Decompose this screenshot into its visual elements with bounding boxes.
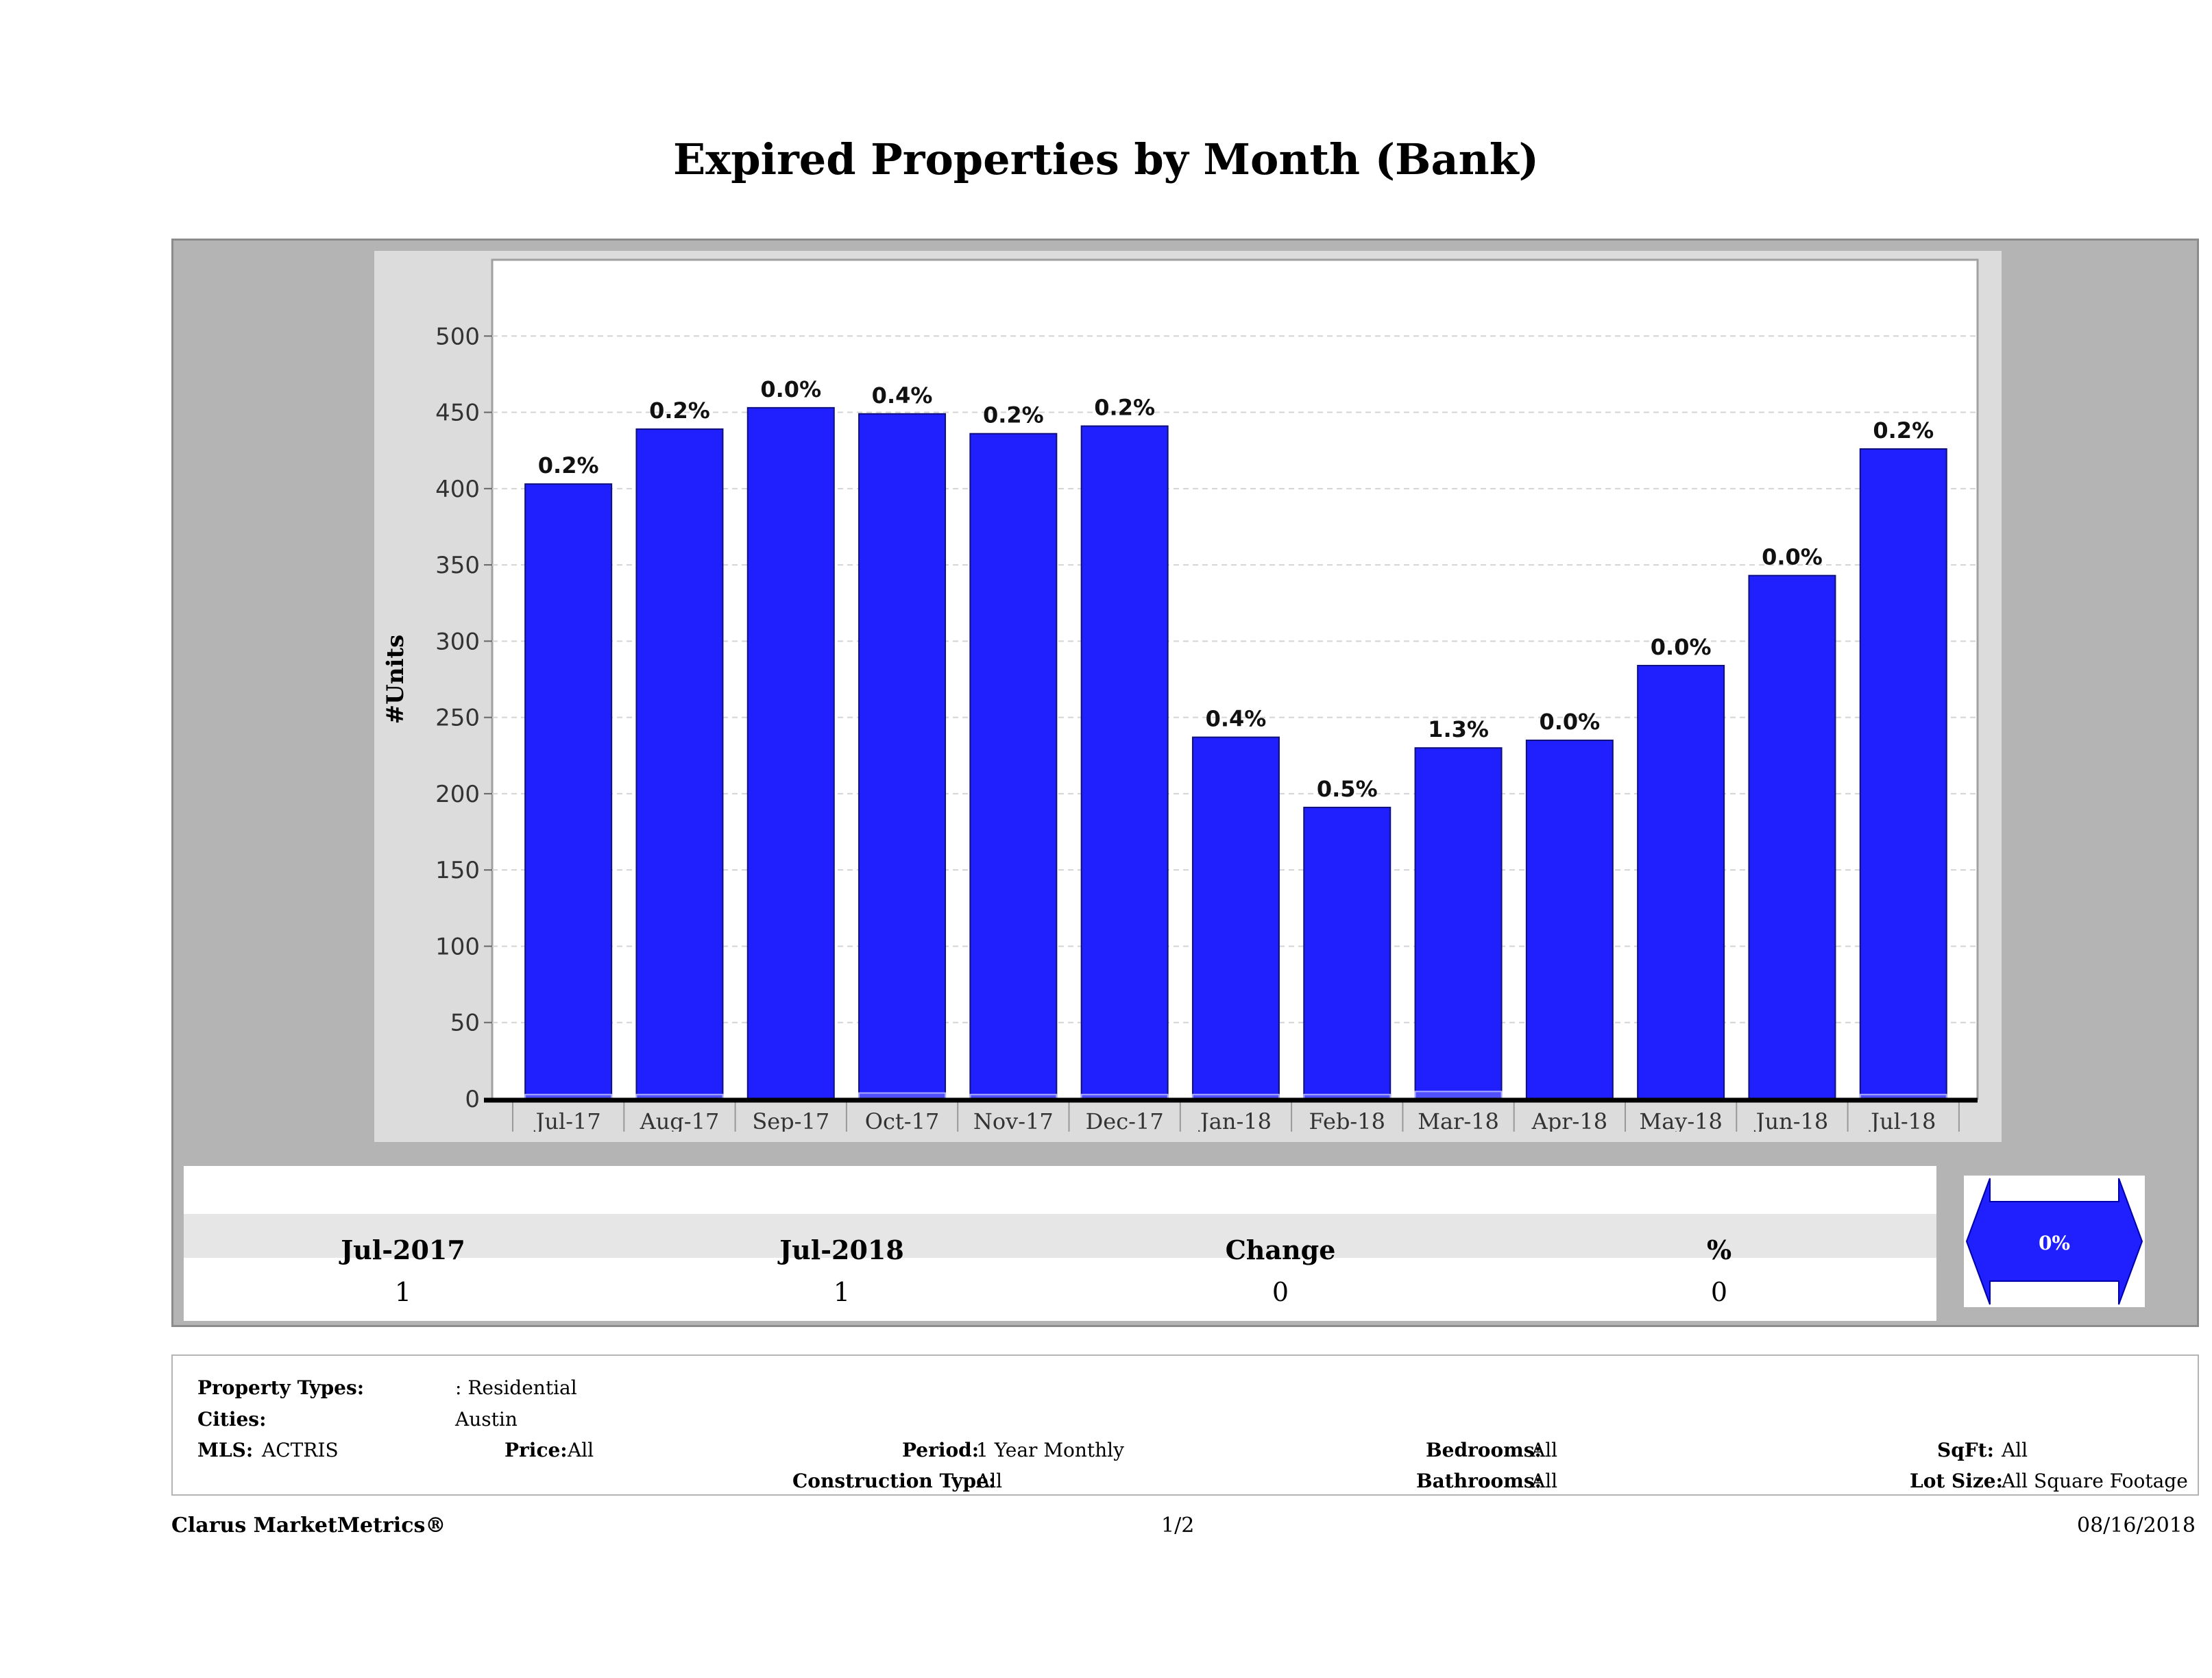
price-label: Price: bbox=[505, 1439, 568, 1461]
bar bbox=[635, 428, 724, 1099]
data-label: 0.0% bbox=[1651, 634, 1712, 660]
bar bbox=[969, 433, 1058, 1099]
sqft-value: All bbox=[2002, 1439, 2028, 1461]
data-label: 0.5% bbox=[1317, 776, 1378, 802]
bar-chart: 0 50 100 150 200 250 300 350 400 450 500 #Units 0.2%… bbox=[382, 258, 1979, 1132]
y-axis-title: #Units bbox=[382, 635, 409, 725]
x-tick-label: Sep-17 bbox=[752, 1108, 829, 1132]
data-label: 0.4% bbox=[872, 382, 933, 409]
x-tick-label: Apr-18 bbox=[1531, 1108, 1607, 1132]
y-tick-label: 0 bbox=[465, 1086, 480, 1113]
summary-table: Jul-2017 Jul-2018 Change % 1 1 0 0 bbox=[184, 1166, 1936, 1321]
mls-value: ACTRIS bbox=[262, 1439, 339, 1461]
footer-brand: Clarus MarketMetrics® bbox=[171, 1513, 446, 1537]
period-label: Period: bbox=[902, 1439, 980, 1461]
bar bbox=[524, 483, 613, 1099]
bathrooms-label: Bathrooms: bbox=[1416, 1470, 1542, 1492]
x-tick-label: Oct-17 bbox=[865, 1108, 940, 1132]
footer-date: 08/16/2018 bbox=[2077, 1513, 2196, 1537]
cities-value: Austin bbox=[455, 1408, 518, 1431]
bar bbox=[858, 413, 947, 1099]
y-tick-label: 200 bbox=[435, 781, 480, 808]
data-label: 0.0% bbox=[1539, 709, 1600, 735]
summary-value-percent: 0 bbox=[1710, 1277, 1728, 1307]
y-tick-label: 250 bbox=[435, 705, 480, 732]
y-tick-label: 500 bbox=[435, 323, 480, 350]
x-tick-label: Jul-17 bbox=[534, 1108, 601, 1132]
cities-label: Cities: bbox=[197, 1408, 267, 1431]
summary-header-change: Change bbox=[1225, 1235, 1336, 1265]
double-arrow-icon: 0% bbox=[1965, 1178, 2143, 1305]
bedrooms-value: All bbox=[1531, 1439, 1558, 1461]
lot-size-value: All Square Footage bbox=[2002, 1470, 2188, 1492]
summary-value-start: 1 bbox=[394, 1277, 412, 1307]
summary-header-percent: % bbox=[1706, 1235, 1732, 1265]
price-value: All bbox=[568, 1439, 594, 1461]
y-tick-label: 100 bbox=[435, 933, 480, 960]
construction-type-label: Construction Type: bbox=[792, 1470, 996, 1492]
x-tick-label: Jun-18 bbox=[1754, 1108, 1829, 1132]
chart-frame: 0 50 100 150 200 250 300 350 400 450 500 #Units 0.2%… bbox=[171, 239, 2199, 1327]
y-tick-label: 50 bbox=[450, 1010, 480, 1037]
data-label: 0.2% bbox=[538, 452, 599, 478]
construction-type-value: All bbox=[976, 1470, 1003, 1492]
bathrooms-value: All bbox=[1531, 1470, 1558, 1492]
bar bbox=[1859, 448, 1947, 1099]
summary-value-end: 1 bbox=[833, 1277, 851, 1307]
x-tick-label: Jul-18 bbox=[1869, 1108, 1936, 1132]
data-label: 0.2% bbox=[1873, 417, 1934, 443]
x-tick-label: Feb-18 bbox=[1309, 1108, 1385, 1132]
bar-secondary bbox=[1414, 1091, 1503, 1099]
x-tick-label: May-18 bbox=[1639, 1108, 1722, 1132]
data-label: 0.0% bbox=[760, 376, 821, 402]
x-tick-label: Mar-18 bbox=[1418, 1108, 1499, 1132]
x-tick-label: Dec-17 bbox=[1086, 1108, 1164, 1132]
page-title: Expired Properties by Month (Bank) bbox=[672, 134, 1539, 184]
data-label: 0.2% bbox=[649, 398, 710, 424]
y-tick-label: 400 bbox=[435, 476, 480, 503]
y-tick-label: 450 bbox=[435, 400, 480, 427]
bar bbox=[1525, 740, 1614, 1099]
y-tick-label: 350 bbox=[435, 552, 480, 579]
x-tick-label: Nov-17 bbox=[973, 1108, 1054, 1132]
summary-header-band bbox=[184, 1214, 1936, 1258]
data-label: 0.2% bbox=[1094, 395, 1155, 421]
data-label: 0.4% bbox=[1206, 706, 1267, 732]
bar bbox=[1191, 736, 1280, 1099]
y-tick-label: 300 bbox=[435, 628, 480, 655]
bar bbox=[1637, 664, 1725, 1099]
bar bbox=[746, 406, 835, 1100]
summary-header-start: Jul-2017 bbox=[341, 1235, 465, 1265]
footer-page-number: 1/2 bbox=[1161, 1513, 1195, 1537]
data-label: 1.3% bbox=[1428, 716, 1489, 742]
y-tick-label: 150 bbox=[435, 857, 480, 884]
change-indicator-label: 0% bbox=[2039, 1232, 2070, 1254]
criteria-panel: Property Types: : Residential Cities: Au… bbox=[171, 1354, 2199, 1496]
change-indicator: 0% bbox=[1964, 1176, 2145, 1307]
property-types-value: : Residential bbox=[455, 1376, 577, 1399]
lot-size-label: Lot Size: bbox=[1910, 1470, 2003, 1492]
x-tick-label: Aug-17 bbox=[640, 1108, 720, 1132]
x-tick-label: Jan-18 bbox=[1198, 1108, 1272, 1132]
summary-header-end: Jul-2018 bbox=[779, 1235, 904, 1265]
bar bbox=[1303, 806, 1391, 1099]
summary-value-change: 0 bbox=[1272, 1277, 1289, 1307]
bar bbox=[1414, 747, 1503, 1099]
property-types-label: Property Types: bbox=[197, 1376, 365, 1399]
data-label: 0.0% bbox=[1762, 544, 1823, 570]
data-label: 0.2% bbox=[983, 402, 1044, 428]
bar bbox=[1080, 425, 1169, 1100]
bedrooms-label: Bedrooms: bbox=[1426, 1439, 1542, 1461]
period-value: 1 Year Monthly bbox=[976, 1439, 1124, 1461]
mls-label: MLS: bbox=[197, 1439, 254, 1461]
sqft-label: SqFt: bbox=[1937, 1439, 1994, 1461]
bar bbox=[1748, 574, 1836, 1100]
